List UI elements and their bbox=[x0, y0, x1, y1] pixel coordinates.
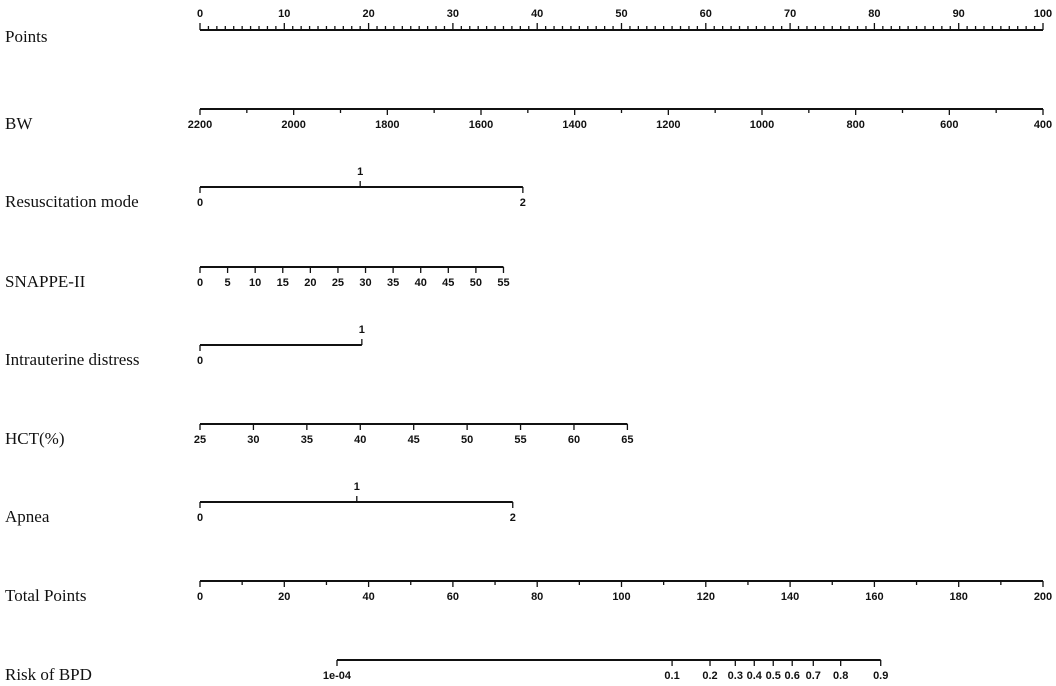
tick-label: 60 bbox=[700, 8, 712, 20]
tick-label: 0.4 bbox=[747, 670, 763, 682]
row-resuscitation-mode: Resuscitation mode 0 1 2 bbox=[5, 166, 526, 211]
row-points: Points 0 10 20 30 40 50 60 70 80 90 100 bbox=[5, 8, 1052, 46]
row-label-risk-of-bpd: Risk of BPD bbox=[5, 665, 92, 684]
tick-label: 10 bbox=[249, 277, 261, 289]
tick-label: 800 bbox=[846, 119, 864, 131]
row-label-hct: HCT(%) bbox=[5, 429, 64, 448]
tick-label: 55 bbox=[514, 434, 526, 446]
tick-label: 2 bbox=[510, 512, 516, 524]
row-risk-of-bpd: Risk of BPD 1e-04 0.1 0.2 0.3 0.4 0.5 0.6 0.7 0.8… bbox=[5, 659, 888, 684]
tick-label: 1000 bbox=[750, 119, 774, 131]
tick-label: 30 bbox=[247, 434, 259, 446]
tick-label: 1e-04 bbox=[323, 670, 352, 682]
tick-label: 0 bbox=[197, 355, 203, 367]
tick-label: 50 bbox=[615, 8, 627, 20]
tick-label: 70 bbox=[784, 8, 796, 20]
tick-label: 80 bbox=[531, 591, 543, 603]
tick-label: 2000 bbox=[281, 119, 305, 131]
row-label-resuscitation-mode: Resuscitation mode bbox=[5, 192, 139, 211]
tick-label: 10 bbox=[278, 8, 290, 20]
tick-label: 0 bbox=[197, 512, 203, 524]
tick-label: 40 bbox=[362, 591, 374, 603]
row-hct: HCT(%) 25 30 35 40 45 50 55 60 65 bbox=[5, 423, 634, 448]
row-apnea: Apnea 0 1 2 bbox=[5, 481, 516, 526]
tick-label: 25 bbox=[332, 277, 344, 289]
tick-label: 50 bbox=[461, 434, 473, 446]
tick-label: 0.8 bbox=[833, 670, 848, 682]
tick-label: 0.6 bbox=[785, 670, 800, 682]
tick-label: 1200 bbox=[656, 119, 680, 131]
tick-label: 0 bbox=[197, 197, 203, 209]
tick-label: 0 bbox=[197, 591, 203, 603]
tick-label: 600 bbox=[940, 119, 958, 131]
tick-label: 160 bbox=[865, 591, 883, 603]
row-label-total-points: Total Points bbox=[5, 586, 86, 605]
tick-label: 200 bbox=[1034, 591, 1052, 603]
tick-label: 40 bbox=[415, 277, 427, 289]
tick-label: 25 bbox=[194, 434, 206, 446]
tick-label: 35 bbox=[301, 434, 313, 446]
tick-label: 0.1 bbox=[664, 670, 679, 682]
tick-label: 15 bbox=[277, 277, 289, 289]
tick-label: 1400 bbox=[562, 119, 586, 131]
tick-label: 90 bbox=[953, 8, 965, 20]
tick-label: 0.9 bbox=[873, 670, 888, 682]
tick-label: 35 bbox=[387, 277, 399, 289]
tick-label: 120 bbox=[697, 591, 715, 603]
tick-label: 1600 bbox=[469, 119, 493, 131]
tick-label: 0.7 bbox=[806, 670, 821, 682]
tick-label: 5 bbox=[225, 277, 231, 289]
tick-label: 400 bbox=[1034, 119, 1052, 131]
row-label-bw: BW bbox=[5, 114, 33, 133]
tick-label: 20 bbox=[278, 591, 290, 603]
tick-label: 80 bbox=[868, 8, 880, 20]
tick-label: 20 bbox=[362, 8, 374, 20]
tick-label: 0.3 bbox=[728, 670, 743, 682]
tick-label: 0.2 bbox=[702, 670, 717, 682]
tick-label: 100 bbox=[1034, 8, 1052, 20]
tick-label: 1 bbox=[359, 324, 365, 336]
tick-label: 1800 bbox=[375, 119, 399, 131]
row-snappe-ii: SNAPPE-II 0 5 10 15 20 25 30 35 40 45 50 55 bbox=[5, 266, 510, 291]
tick-label: 30 bbox=[447, 8, 459, 20]
tick-label: 0.5 bbox=[766, 670, 781, 682]
row-label-intrauterine-distress: Intrauterine distress bbox=[5, 350, 140, 369]
tick-label: 2200 bbox=[188, 119, 212, 131]
tick-label: 60 bbox=[447, 591, 459, 603]
tick-label: 45 bbox=[408, 434, 420, 446]
tick-label: 30 bbox=[359, 277, 371, 289]
row-label-snappe-ii: SNAPPE-II bbox=[5, 272, 86, 291]
tick-label: 1 bbox=[357, 166, 363, 178]
tick-label: 40 bbox=[354, 434, 366, 446]
tick-label: 20 bbox=[304, 277, 316, 289]
tick-label: 0 bbox=[197, 8, 203, 20]
tick-label: 100 bbox=[612, 591, 630, 603]
tick-label: 60 bbox=[568, 434, 580, 446]
row-intrauterine-distress: Intrauterine distress 0 1 bbox=[5, 324, 365, 369]
tick-label: 0 bbox=[197, 277, 203, 289]
row-bw: BW 2200 2000 1800 1600 1400 1200 1000 800 600 400 bbox=[5, 108, 1052, 133]
row-label-points: Points bbox=[5, 27, 48, 46]
tick-label: 65 bbox=[621, 434, 633, 446]
tick-label: 55 bbox=[497, 277, 509, 289]
tick-label: 180 bbox=[950, 591, 968, 603]
tick-label: 50 bbox=[470, 277, 482, 289]
tick-label: 2 bbox=[520, 197, 526, 209]
tick-label: 1 bbox=[354, 481, 360, 493]
tick-label: 40 bbox=[531, 8, 543, 20]
tick-label: 140 bbox=[781, 591, 799, 603]
row-total-points: Total Points 0 20 40 60 80 100 120 140 160 180 200 bbox=[5, 580, 1052, 605]
tick-label: 45 bbox=[442, 277, 454, 289]
row-label-apnea: Apnea bbox=[5, 507, 50, 526]
